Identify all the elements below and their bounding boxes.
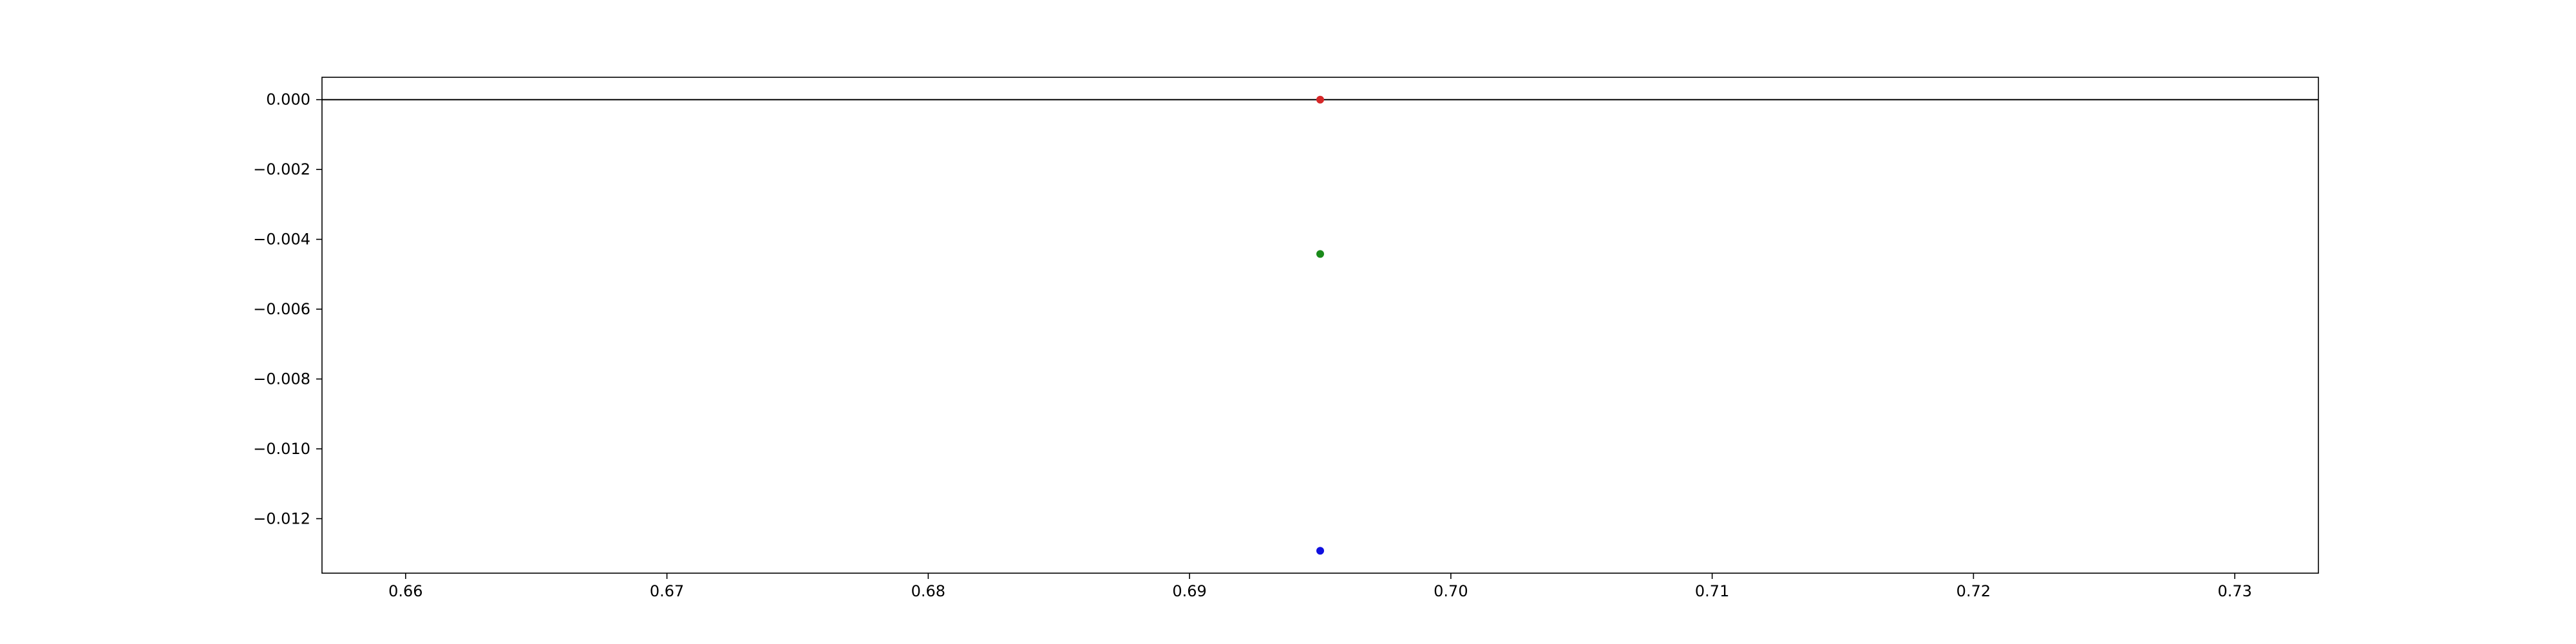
x-tick-label: 0.73 bbox=[2217, 582, 2251, 600]
data-point-blue bbox=[1316, 547, 1324, 555]
y-tick-label: −0.002 bbox=[253, 160, 310, 178]
plot-area: 0.66 0.67 0.68 0.69 0.70 0.71 0.72 0.73 0.000 −0.… bbox=[253, 77, 2319, 600]
data-point-red bbox=[1316, 95, 1324, 104]
x-tick-label: 0.71 bbox=[1695, 582, 1729, 600]
y-tick-label: −0.008 bbox=[253, 370, 310, 388]
x-tick-label: 0.66 bbox=[388, 582, 422, 600]
x-tick-label: 0.72 bbox=[1956, 582, 1991, 600]
data-point-green bbox=[1316, 250, 1324, 258]
y-tick-label: −0.012 bbox=[253, 509, 310, 527]
x-tick-label: 0.70 bbox=[1434, 582, 1468, 600]
y-tick-label: −0.004 bbox=[253, 231, 310, 249]
x-tick-label: 0.67 bbox=[650, 582, 684, 600]
x-tick-label: 0.69 bbox=[1172, 582, 1206, 600]
x-tick-label: 0.68 bbox=[911, 582, 945, 600]
y-tick-label: −0.006 bbox=[253, 300, 310, 318]
y-tick-label: 0.000 bbox=[266, 91, 310, 109]
y-tick-label: −0.010 bbox=[253, 440, 310, 458]
plot-frame bbox=[321, 77, 2319, 574]
